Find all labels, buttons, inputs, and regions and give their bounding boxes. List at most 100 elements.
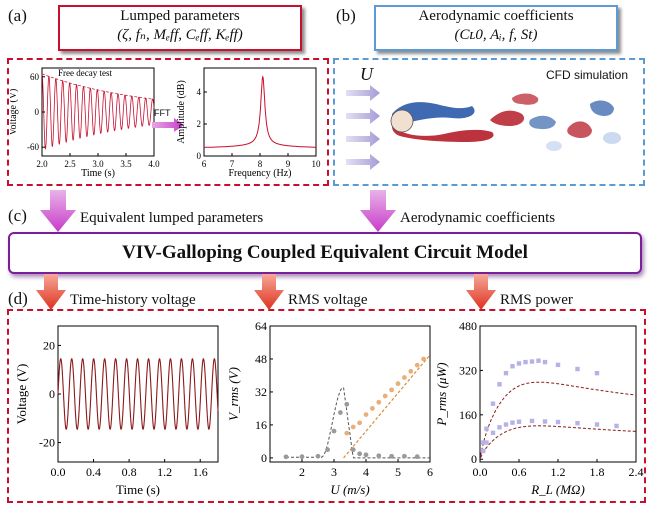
rms-power-xlabel: R_L (MΩ) [530,482,585,497]
y-tick-label: -20 [39,436,55,450]
rms-power-point [529,359,535,364]
y-tick-label: 4 [197,87,202,97]
rms-voltage-point [376,399,382,405]
x-tick-label: 2 [299,465,305,479]
model-banner: VIV-Galloping Coupled Equivalent Circuit… [8,232,642,274]
decay-chart: Free decay test 2.0 2.5 3.0 3.5 4.0 60 0 -60 Ti… [10,67,160,179]
rms-power-point [481,448,486,454]
rms-voltage-point [370,406,375,411]
rms-voltage-galloping-curve [343,354,431,459]
arrow-to-time-history-icon [36,274,66,310]
flow-velocity-symbol: U [360,64,373,84]
y-tick-label: 48 [255,352,267,366]
arrow-to-rms-voltage-icon [254,274,284,310]
x-tick-label: 3.5 [120,159,132,169]
decay-envelope-line [41,73,154,100]
x-tick-label: 0.6 [512,465,527,479]
rms-power-point [594,370,600,376]
y-tick-label: 60 [30,72,40,82]
decay-xlabel: Time (s) [81,168,115,179]
rms-voltage-point [299,454,305,460]
rms-voltage-xlabel: U (m/s) [330,482,369,497]
aerodynamic-coefficients-title: Aerodynamic coefficients [418,8,574,24]
rms-voltage-point [331,428,337,434]
panel-label-c: (c) [8,206,27,225]
x-tick-label: 6 [202,159,207,169]
rms-power-chart: 0.0 0.6 1.2 1.8 2.4 0 160 320 480 R_L (MΩ) P_rms… [434,319,644,497]
decay-signal-line [41,73,155,150]
x-tick-label: 7 [230,159,235,169]
rms-voltage-point [376,453,382,459]
arrow-to-rms-power-icon [466,274,496,310]
rms-power-point [484,426,489,431]
fft-label: FFT [154,108,171,118]
panel-label-d: (d) [8,289,28,308]
panel-b-frame [333,58,645,186]
decay-ylabel: Voltage (V) [10,89,19,136]
rms-power-point [575,366,580,372]
rms-voltage-point [421,356,426,362]
rms-power-point [575,420,580,426]
rms-power-point [510,420,515,425]
cfd-wake-visual [346,85,621,170]
x-tick-label: 2.4 [629,465,644,479]
rms-power-point [555,362,561,368]
rms-voltage-point [344,401,350,407]
cfd-simulation-label: CFD simulation [546,68,629,82]
x-tick-label: 1.8 [590,465,605,479]
fft-arrow-icon [152,118,184,132]
rms-power-ylabel: P_rms (μW) [434,362,449,426]
x-tick-label: 2.5 [64,159,76,169]
rms-power-point [490,401,496,406]
rms-power-point [510,364,515,369]
x-tick-label: 6 [427,465,433,479]
aerodynamic-coefficients-symbols: (Cʟ0, Aᵢ, f, St) [454,27,538,43]
arrow-left-label: Equivalent lumped parameters [80,210,264,226]
x-tick-label: 0.0 [51,465,66,479]
x-tick-label: 8 [258,159,263,169]
rms-power-point [497,425,502,430]
arrow-aero-to-model-icon [360,190,396,232]
rms-power-curve-upper [480,381,637,456]
rms-voltage-ylabel: V_rms (V) [226,367,241,421]
fft-chart: 6 7 8 9 10 0 2 4 Frequency (Hz) Amplitude (dB) [176,67,322,179]
x-tick-label: 5 [395,465,401,479]
rms-voltage-point [363,412,369,418]
x-tick-label: 1.2 [551,465,566,479]
x-tick-label: 0.0 [473,465,488,479]
rms-voltage-point [414,362,420,368]
rms-power-point [490,430,496,436]
rms-voltage-chart: 2 3 4 5 6 0 16 32 48 64 U (m/s) V_rms (V) [226,319,433,497]
rms-voltage-point [344,430,350,436]
x-tick-label: 4.0 [148,159,160,169]
arrow-right-label: Aerodynamic coefficients [400,210,556,226]
rms-voltage-point [357,451,362,457]
lumped-parameters-title: Lumped parameters [120,8,240,24]
rms-voltage-point [357,420,362,426]
y-tick-label: 16 [255,418,267,432]
decay-annotation: Free decay test [58,68,112,78]
x-tick-label: 10 [312,159,322,169]
time-voltage-chart: 0.0 0.4 0.8 1.2 1.6 20 0 -20 Time (s) Voltage (… [14,325,219,497]
section-title-rms-voltage: RMS voltage [288,292,368,308]
panel-a-frame [7,58,329,186]
rms-power-point [503,370,509,376]
flow-arrows-icon [346,85,380,170]
time-voltage-line [57,358,219,430]
rms-power-plot-area [479,325,637,463]
rms-voltage-point [395,381,401,387]
aerodynamic-coefficients-header: Aerodynamic coefficients (Cʟ0, Aᵢ, f, St… [374,5,618,51]
rms-power-point [481,440,486,445]
x-tick-label: 2.0 [36,159,48,169]
rms-voltage-point [402,453,407,459]
rms-power-point [497,382,502,387]
y-tick-label: 0 [49,387,55,401]
fft-spectrum-line [204,75,317,148]
panel-label-b: (b) [336,6,356,25]
rms-voltage-point [363,452,369,458]
rms-power-point [516,361,522,366]
arrow-lumped-to-model-icon [40,190,76,232]
time-voltage-xlabel: Time (s) [116,482,160,497]
rms-power-point [529,418,535,424]
rms-power-point [542,359,548,365]
